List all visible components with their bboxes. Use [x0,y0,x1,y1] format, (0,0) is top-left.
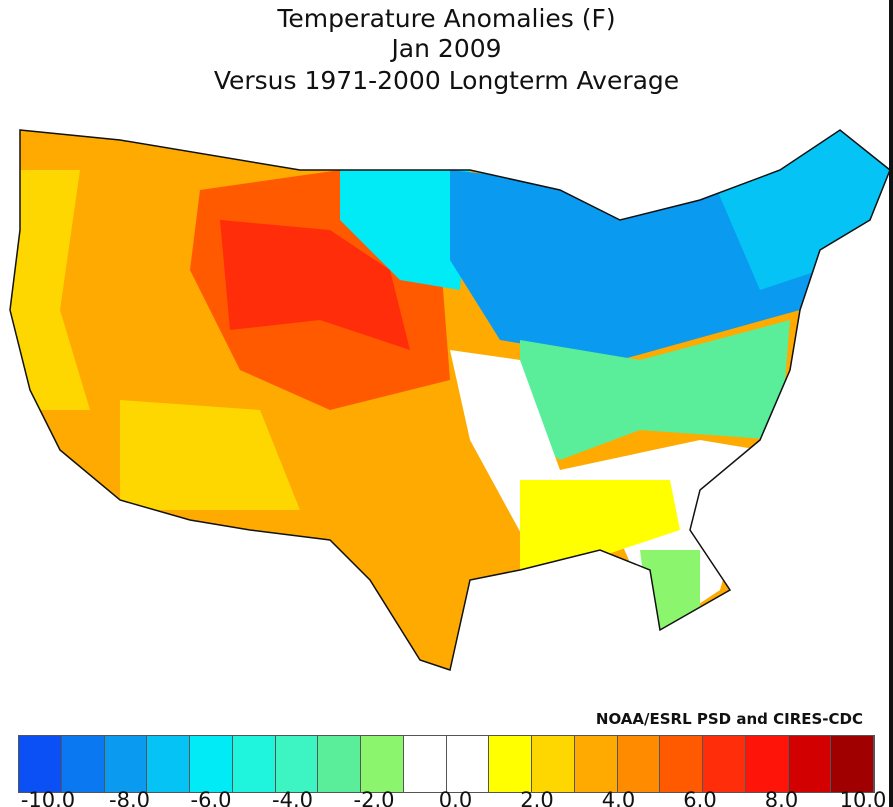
color-scale-tick-label: 2.0 [520,788,554,807]
color-swatch [831,736,874,792]
map-subtitle-date: Jan 2009 [391,34,502,63]
color-swatch [574,736,618,792]
color-swatch [232,736,276,792]
us-climate-division-map [9,129,891,671]
map-subtitle-baseline: Versus 1971-2000 Longterm Average [213,66,680,95]
data-source-credit: NOAA/ESRL PSD and CIRES-CDC [595,710,863,728]
color-swatch [275,736,319,792]
region-southwest [120,400,300,510]
color-swatch [19,736,62,792]
color-swatch [361,736,404,792]
color-swatch [147,736,190,792]
region-plains-north [340,170,470,290]
color-scale-tick-label: 6.0 [683,788,717,807]
color-swatch [703,736,746,792]
color-swatch [660,736,703,792]
color-swatch [318,736,361,792]
color-scale-tick-label: 0.0 [438,788,473,807]
color-scale-tick-label: 10.0 [839,788,887,807]
color-scale-ticks: -10.0 -8.0 -6.0 -4.0 -2.0 0.0 2.0 4.0 6.0 8.0 10.0 [0,788,893,807]
color-swatch [190,736,233,792]
color-swatch [446,736,490,792]
region-pacific-coast [10,170,90,410]
region-texas [330,430,470,670]
us-outline [9,129,891,671]
color-swatch [61,736,105,792]
color-scale-tick-label: -8.0 [109,788,150,807]
color-scale-bar [18,735,875,793]
region-wyoming-core [220,220,410,350]
color-swatch [745,736,789,792]
color-scale-tick-label: -2.0 [353,788,395,807]
color-swatch [104,736,148,792]
color-scale-tick-label: -4.0 [272,788,313,807]
map-title: Temperature Anomalies (F) [277,4,616,33]
color-scale-tick-label: -6.0 [190,788,232,807]
window-edge [889,0,893,807]
color-swatch [403,736,447,792]
color-scale-tick-label: -10.0 [20,788,76,807]
color-scale-tick-label: 8.0 [764,788,799,807]
region-mid-atlantic [520,320,790,460]
color-swatch [617,736,661,792]
region-gulf [520,480,680,570]
color-swatch [489,736,532,792]
color-scale-tick-label: 4.0 [601,788,636,807]
color-swatch [532,736,575,792]
color-swatch [788,736,832,792]
region-florida [640,550,700,650]
